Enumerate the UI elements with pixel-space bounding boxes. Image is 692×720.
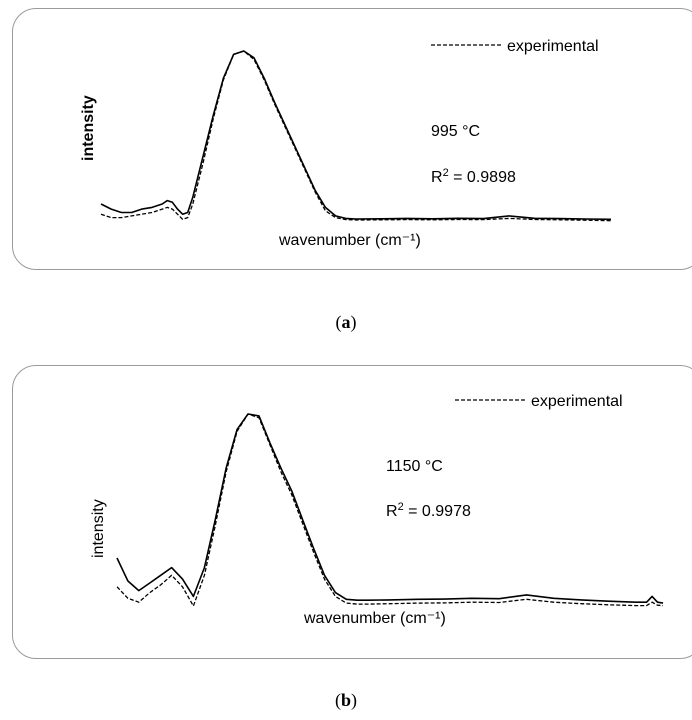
y-axis-label: intensity bbox=[90, 499, 107, 558]
series-line-solid bbox=[116, 413, 664, 604]
x-axis-label: wavenumber (cm⁻¹) bbox=[278, 232, 421, 249]
caption-b: (b) bbox=[334, 690, 357, 710]
r2-label: R2 = 0.9898 bbox=[431, 167, 516, 186]
legend-label: experimental bbox=[531, 393, 623, 410]
chart-b-svg: experimental 1150 °C R2 = 0.9978 intensi… bbox=[90, 393, 664, 627]
r2-value: 0.9898 bbox=[467, 169, 516, 186]
chart-panel-b: experimental 1150 °C R2 = 0.9978 intensi… bbox=[12, 365, 692, 659]
series-line-dashed bbox=[100, 50, 612, 222]
temperature-label: 995 °C bbox=[431, 123, 480, 140]
y-axis-label: intensity bbox=[80, 95, 97, 161]
legend-label: experimental bbox=[507, 38, 599, 55]
caption-a: (a) bbox=[335, 312, 357, 332]
chart-panel-a: experimental 995 °C R2 = 0.9898 intensit… bbox=[12, 8, 692, 270]
chart-a-svg: experimental 995 °C R2 = 0.9898 intensit… bbox=[80, 38, 612, 249]
series-line-solid bbox=[100, 50, 612, 221]
r2-value: 0.9978 bbox=[422, 503, 471, 520]
x-axis-label: wavenumber (cm⁻¹) bbox=[303, 610, 446, 627]
temperature-label: 1150 °C bbox=[386, 458, 443, 475]
series-line-dashed bbox=[116, 413, 664, 607]
r2-label: R2 = 0.9978 bbox=[386, 501, 471, 520]
